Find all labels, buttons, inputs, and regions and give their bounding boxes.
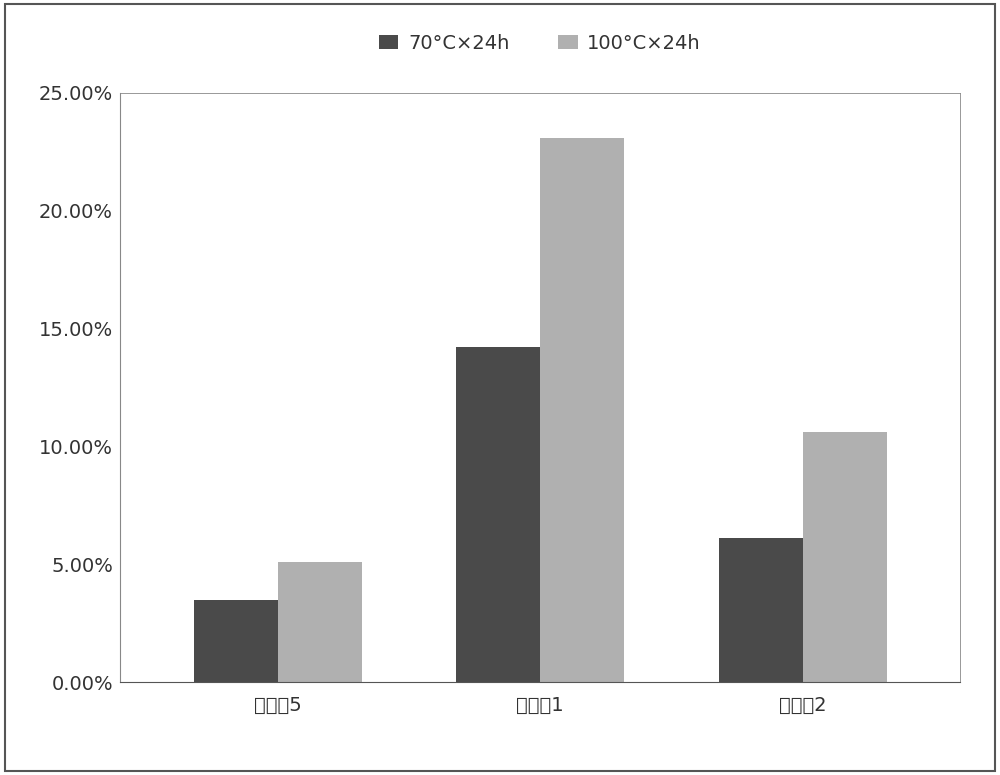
Bar bbox=[278, 562, 362, 682]
Bar bbox=[194, 600, 278, 682]
Legend: 70°C×24h, 100°C×24h: 70°C×24h, 100°C×24h bbox=[371, 26, 709, 60]
Bar bbox=[718, 539, 802, 682]
Bar bbox=[802, 432, 887, 682]
Bar bbox=[540, 138, 624, 682]
Bar bbox=[456, 347, 540, 682]
